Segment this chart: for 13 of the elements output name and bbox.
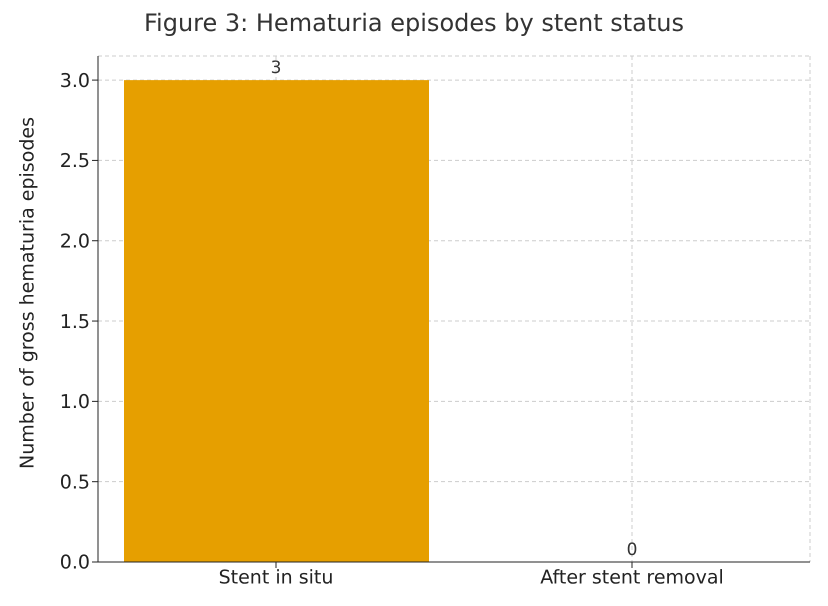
data-label: 3 <box>270 58 282 78</box>
x-tick-label: After stent removal <box>540 566 724 588</box>
y-tick-label: 1.5 <box>60 310 90 333</box>
y-tick-label: 3.0 <box>60 70 90 92</box>
y-tick-label: 2.5 <box>60 150 90 172</box>
chart-title: Figure 3: Hematuria episodes by stent status <box>142 8 685 38</box>
y-tick-label: 0.5 <box>60 471 90 494</box>
y-tick-label: 2.0 <box>60 230 90 252</box>
y-tick-label: 1.0 <box>60 391 90 414</box>
data-label: 0 <box>626 540 638 560</box>
x-tick-label: Stent in situ <box>218 566 334 588</box>
y-axis-title: Number of gross hematuria episodes <box>16 117 39 469</box>
y-tick-label: 0.0 <box>60 552 90 574</box>
